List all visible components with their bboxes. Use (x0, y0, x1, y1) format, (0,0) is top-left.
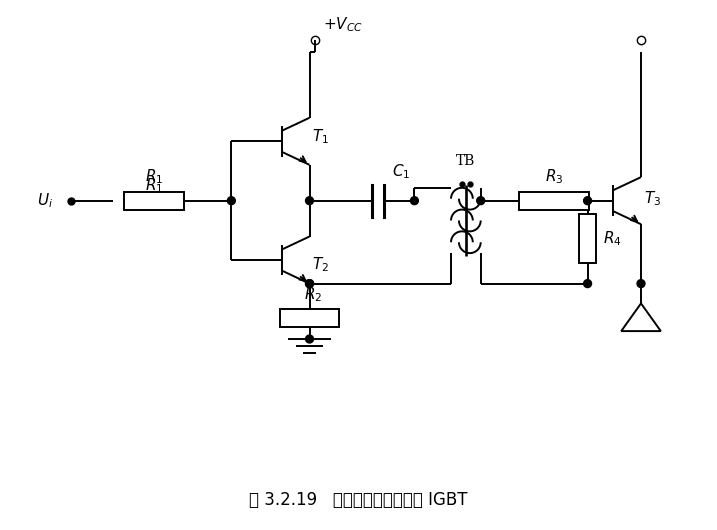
Text: $T_1$: $T_1$ (313, 127, 329, 146)
Circle shape (305, 280, 313, 288)
Circle shape (637, 280, 645, 288)
Circle shape (584, 197, 592, 205)
Text: $T_3$: $T_3$ (644, 189, 661, 208)
Text: $U_i$: $U_i$ (37, 191, 53, 210)
Circle shape (305, 335, 313, 343)
Bar (519, 192, 589, 209)
Text: $C_1$: $C_1$ (391, 162, 410, 181)
Text: $R_1$: $R_1$ (145, 176, 163, 195)
Text: $R_3$: $R_3$ (545, 167, 563, 186)
Text: TB: TB (456, 154, 475, 168)
Circle shape (305, 280, 313, 288)
Text: $R_2$: $R_2$ (304, 286, 323, 304)
Text: $R_4$: $R_4$ (604, 229, 622, 248)
Circle shape (305, 197, 313, 205)
Circle shape (227, 197, 235, 205)
Bar (280, 310, 339, 327)
Text: $+V_{CC}$: $+V_{CC}$ (323, 16, 364, 34)
Text: 图 3.2.19   利用脉冲变压器驱动 IGBT: 图 3.2.19 利用脉冲变压器驱动 IGBT (249, 491, 467, 508)
Bar (125, 192, 184, 209)
Text: $R_1$: $R_1$ (145, 167, 163, 186)
Bar (579, 214, 597, 263)
Circle shape (477, 197, 485, 205)
Text: $T_2$: $T_2$ (313, 255, 329, 275)
Circle shape (584, 280, 592, 288)
Circle shape (410, 197, 418, 205)
